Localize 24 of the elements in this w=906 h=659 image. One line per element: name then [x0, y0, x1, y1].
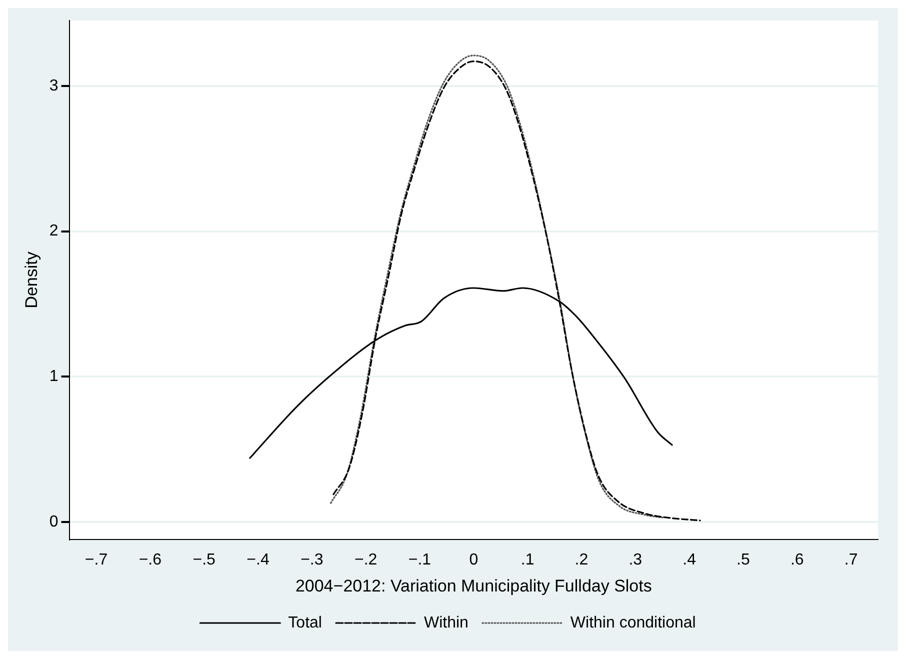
- x-tick-label: .6: [790, 551, 804, 568]
- x-tick-label: .1: [520, 551, 534, 568]
- legend-label: Within conditional: [570, 614, 696, 632]
- y-tick-label: 0: [49, 513, 58, 530]
- x-tick-label: .3: [628, 551, 642, 568]
- x-tick-label: −.6: [138, 551, 162, 568]
- x-axis-title: 2004−2012: Variation Municipality Fullday Slots: [295, 576, 652, 596]
- legend-label: Within: [424, 614, 468, 632]
- x-tick-label: −.1: [408, 551, 432, 568]
- y-tick-label: 1: [49, 368, 58, 386]
- x-tick-label: −.4: [246, 551, 270, 568]
- x-tick-label: 0: [469, 551, 478, 568]
- x-tick-label: −.5: [192, 551, 216, 568]
- x-tick-label: .4: [682, 551, 696, 568]
- x-tick-label: −.7: [84, 551, 108, 568]
- x-tick-label: −.3: [300, 551, 324, 568]
- y-axis-title: Density: [22, 251, 41, 308]
- x-tick-label: .5: [736, 551, 750, 568]
- x-tick-label: .7: [844, 551, 858, 568]
- y-tick-label: 2: [49, 222, 58, 240]
- y-tick-label: 3: [49, 77, 58, 94]
- legend-label: Total: [288, 614, 322, 632]
- x-tick-label: .2: [574, 551, 588, 568]
- x-tick-label: −.2: [354, 551, 378, 568]
